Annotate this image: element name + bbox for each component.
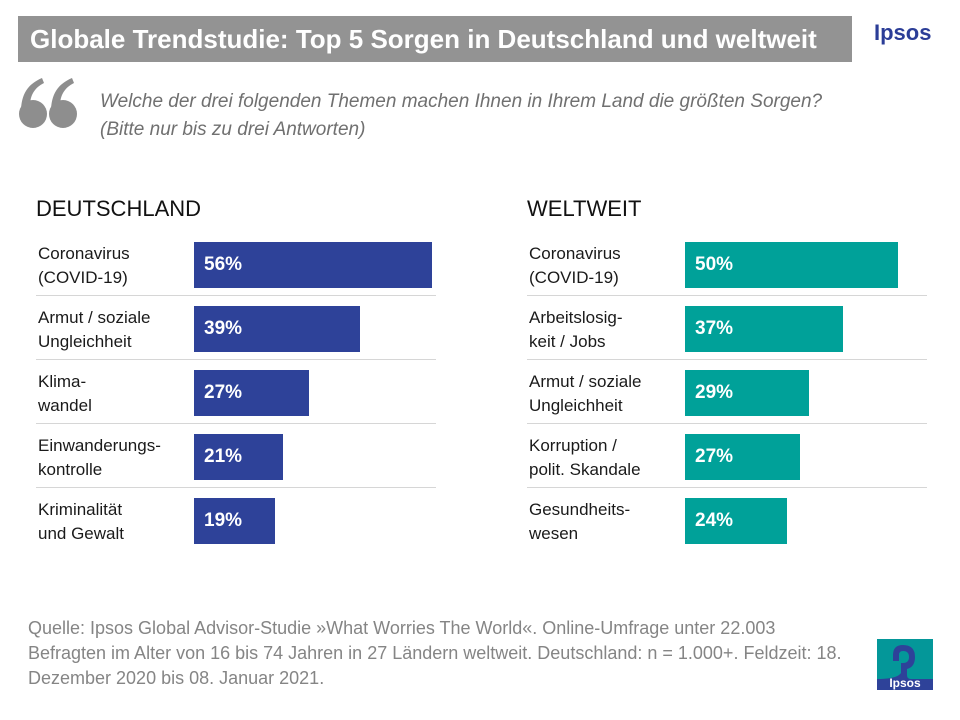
bar-world-1: 50%	[685, 242, 898, 288]
bar-germany-3: 27%	[194, 370, 309, 416]
bar-row-germany-4: Einwanderungs- kontrolle 21%	[36, 424, 436, 488]
category-label: Einwanderungs- kontrolle	[38, 436, 161, 479]
category-label: Gesundheits- wesen	[529, 500, 631, 543]
source-note: Quelle: Ipsos Global Advisor-Studie »Wha…	[28, 618, 842, 688]
data-label: 21%	[204, 446, 243, 467]
data-label: 50%	[695, 254, 734, 275]
bar-row-germany-5: Kriminalität und Gewalt 19%	[36, 488, 436, 552]
chart-title-world: WELTWEIT	[527, 196, 642, 221]
page-title: Globale Trendstudie: Top 5 Sorgen in Deu…	[18, 16, 852, 62]
bar-row-world-5: Gesundheits- wesen 24%	[527, 488, 927, 552]
quote-icon	[19, 78, 77, 128]
category-label: Coronavirus (COVID-19)	[529, 244, 621, 287]
bar-world-2: 37%	[685, 306, 843, 352]
category-label: Korruption / polit. Skandale	[529, 436, 641, 479]
bar-row-germany-1: Coronavirus (COVID-19) 56%	[36, 232, 436, 296]
data-label: 19%	[204, 510, 243, 531]
chart-germany: DEUTSCHLAND Coronavirus (COVID-19) 56% Arm…	[36, 192, 436, 552]
bar-row-world-1: Coronavirus (COVID-19) 50%	[527, 232, 927, 296]
data-label: 37%	[695, 318, 734, 339]
category-label: Klima- wandel	[38, 372, 92, 415]
bar-row-world-3: Armut / soziale Ungleichheit 29%	[527, 360, 927, 424]
bar-row-germany-3: Klima- wandel 27%	[36, 360, 436, 424]
category-label: Armut / soziale Ungleichheit	[529, 372, 642, 415]
bar-row-world-4: Korruption / polit. Skandale 27%	[527, 424, 927, 488]
data-label: 29%	[695, 382, 734, 403]
chart-title-germany: DEUTSCHLAND	[36, 196, 202, 221]
bar-rows-germany: Coronavirus (COVID-19) 56% Armut / soziale…	[36, 232, 436, 552]
logo-text: Ipsos	[889, 676, 921, 690]
data-label: 27%	[695, 446, 734, 467]
data-label: 27%	[204, 382, 243, 403]
bar-world-5: 24%	[685, 498, 787, 544]
data-label: 56%	[204, 254, 243, 275]
survey-question: Welche der drei folgenden Themen machen …	[100, 91, 823, 140]
category-label: Coronavirus (COVID-19)	[38, 244, 130, 287]
bar-germany-5: 19%	[194, 498, 275, 544]
bar-germany-1: 56%	[194, 242, 432, 288]
bar-rows-world: Coronavirus (COVID-19) 50% Arbeitslosig- k…	[527, 232, 927, 552]
bar-row-world-2: Arbeitslosig- keit / Jobs 37%	[527, 296, 927, 360]
ipsos-logo-icon: Ipsos	[877, 639, 933, 690]
bar-world-3: 29%	[685, 370, 809, 416]
bar-row-germany-2: Armut / soziale Ungleichheit 39%	[36, 296, 436, 360]
chart-world: WELTWEIT Coronavirus (COVID-19) 50% Arbeit…	[527, 192, 927, 552]
category-label: Arbeitslosig- keit / Jobs	[529, 308, 623, 351]
category-label: Kriminalität und Gewalt	[38, 500, 124, 543]
category-label: Armut / soziale Ungleichheit	[38, 308, 151, 351]
bar-world-4: 27%	[685, 434, 800, 480]
bar-germany-4: 21%	[194, 434, 283, 480]
data-label: 24%	[695, 510, 734, 531]
brand-wordmark: Ipsos	[874, 20, 932, 45]
bar-germany-2: 39%	[194, 306, 360, 352]
data-label: 39%	[204, 318, 243, 339]
